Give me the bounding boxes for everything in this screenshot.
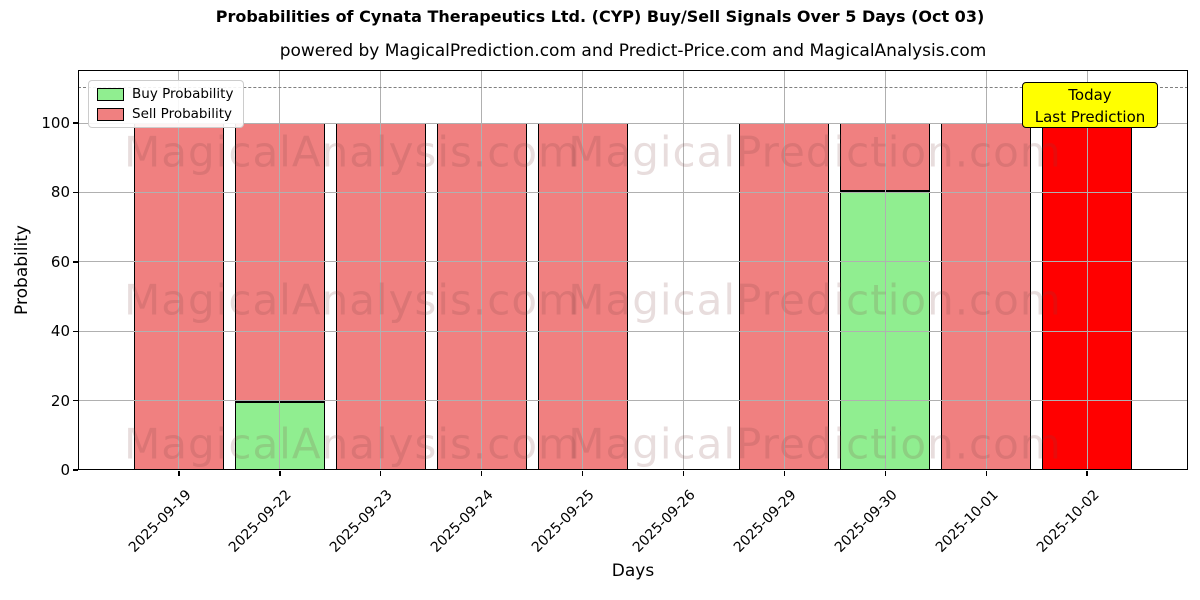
x-tick-mark (884, 471, 886, 476)
y-tick-mark (73, 261, 78, 263)
gridline-vertical (985, 70, 987, 470)
gridline-vertical (884, 70, 886, 470)
watermark-text: MagicalPrediction.com (568, 127, 1062, 177)
y-tick-mark (73, 469, 78, 471)
x-tick-mark (481, 471, 483, 476)
gridline-horizontal (78, 191, 1188, 193)
legend: Buy Probability Sell Probability (88, 80, 245, 128)
chart-subtitle: powered by MagicalPrediction.com and Pre… (279, 41, 987, 61)
gridline-horizontal (78, 330, 1188, 332)
x-tick-label: 2025-10-02 (871, 484, 1103, 556)
gridline-horizontal (78, 400, 1188, 402)
x-tick-mark (178, 471, 180, 476)
x-tick-mark (783, 471, 786, 476)
watermark-text: MagicalPrediction.com (568, 419, 1062, 469)
y-tick-mark (73, 191, 78, 194)
gridline-vertical (481, 70, 483, 470)
gridline-vertical (279, 70, 281, 470)
chart-title: Probabilities of Cynata Therapeutics Ltd… (215, 7, 985, 26)
buy-swatch-icon (97, 87, 124, 101)
watermark-text: MagicalAnalysis.com (124, 419, 580, 469)
x-tick-mark (682, 471, 685, 476)
x-tick-mark (279, 471, 281, 476)
y-tick-mark (73, 122, 78, 124)
x-axis-label: Days (611, 561, 655, 581)
watermark-text: MagicalPrediction.com (568, 275, 1062, 325)
y-tick-label: 60 (50, 252, 70, 271)
x-tick-mark (380, 471, 382, 476)
today-annotation: Today Last Prediction (1022, 82, 1158, 128)
legend-item-sell: Sell Probability (97, 106, 233, 122)
y-tick-mark (73, 400, 78, 402)
y-tick-label: 0 (60, 461, 70, 479)
gridline-horizontal (78, 261, 1188, 263)
x-tick-mark (1086, 471, 1088, 476)
x-tick-mark (985, 471, 987, 476)
watermark-text: MagicalAnalysis.com (124, 127, 580, 177)
gridline-vertical (582, 70, 584, 470)
watermark-text: MagicalAnalysis.com (124, 275, 580, 325)
legend-label-sell: Sell Probability (132, 106, 233, 122)
legend-label-buy: Buy Probability (132, 86, 234, 102)
gridline-vertical (380, 70, 382, 470)
today-annotation-line2: Last Prediction (1034, 108, 1146, 126)
gridline-vertical (783, 70, 785, 470)
y-tick-label: 80 (50, 183, 70, 202)
y-tick-label: 20 (50, 391, 70, 410)
gridline-vertical (682, 70, 684, 470)
y-tick-label: 100 (41, 114, 70, 133)
sell-swatch-icon (97, 107, 124, 121)
gridline-vertical (178, 70, 180, 470)
today-annotation-line1: Today (1068, 86, 1112, 104)
y-tick-mark (73, 330, 78, 332)
prediction-guide-line (78, 87, 1188, 89)
gridline-vertical (1086, 70, 1088, 470)
y-tick-label: 40 (50, 322, 70, 341)
gridline-horizontal (78, 122, 1188, 124)
legend-item-buy: Buy Probability (97, 86, 233, 102)
x-tick-mark (581, 471, 584, 476)
